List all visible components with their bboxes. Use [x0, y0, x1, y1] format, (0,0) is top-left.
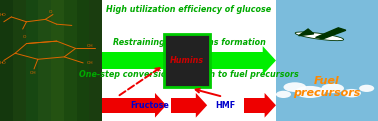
Ellipse shape: [359, 85, 374, 92]
Bar: [89, 0, 102, 121]
Text: OH: OH: [30, 71, 37, 75]
Bar: [64, 0, 76, 121]
Text: OH: OH: [87, 44, 94, 48]
Text: Fuel
precursors: Fuel precursors: [293, 76, 361, 98]
Bar: [0, 0, 13, 121]
Ellipse shape: [295, 32, 344, 41]
Ellipse shape: [295, 86, 325, 98]
Text: HO: HO: [0, 13, 7, 17]
Text: Restraining the humins formation: Restraining the humins formation: [113, 38, 265, 46]
Text: O: O: [49, 10, 53, 14]
Bar: [102, 0, 276, 121]
Bar: [76, 0, 89, 121]
Bar: [244, 98, 265, 113]
Polygon shape: [265, 93, 276, 118]
Polygon shape: [263, 46, 276, 75]
Text: O: O: [23, 34, 26, 38]
Polygon shape: [316, 28, 346, 39]
Polygon shape: [196, 93, 207, 118]
Text: HO: HO: [0, 61, 7, 65]
Text: Humins: Humins: [170, 56, 204, 65]
Text: Fructose: Fructose: [130, 101, 169, 110]
FancyBboxPatch shape: [164, 34, 210, 87]
Text: HMF: HMF: [215, 101, 235, 110]
Bar: [26, 0, 38, 121]
Bar: [102, 98, 155, 113]
Polygon shape: [299, 29, 314, 36]
Bar: [13, 0, 26, 121]
Text: One-step conversion of starch to fuel precursors: One-step conversion of starch to fuel pr…: [79, 70, 299, 79]
Text: OH: OH: [87, 61, 94, 65]
Bar: [38, 0, 51, 121]
Ellipse shape: [284, 82, 306, 92]
Bar: [171, 98, 196, 113]
Ellipse shape: [276, 91, 291, 98]
Bar: [276, 0, 378, 121]
Ellipse shape: [321, 83, 344, 93]
Polygon shape: [155, 93, 166, 118]
Text: High utilization efficiency of glucose: High utilization efficiency of glucose: [107, 5, 271, 14]
Bar: [51, 0, 64, 121]
Bar: [102, 52, 263, 69]
Ellipse shape: [342, 89, 361, 97]
